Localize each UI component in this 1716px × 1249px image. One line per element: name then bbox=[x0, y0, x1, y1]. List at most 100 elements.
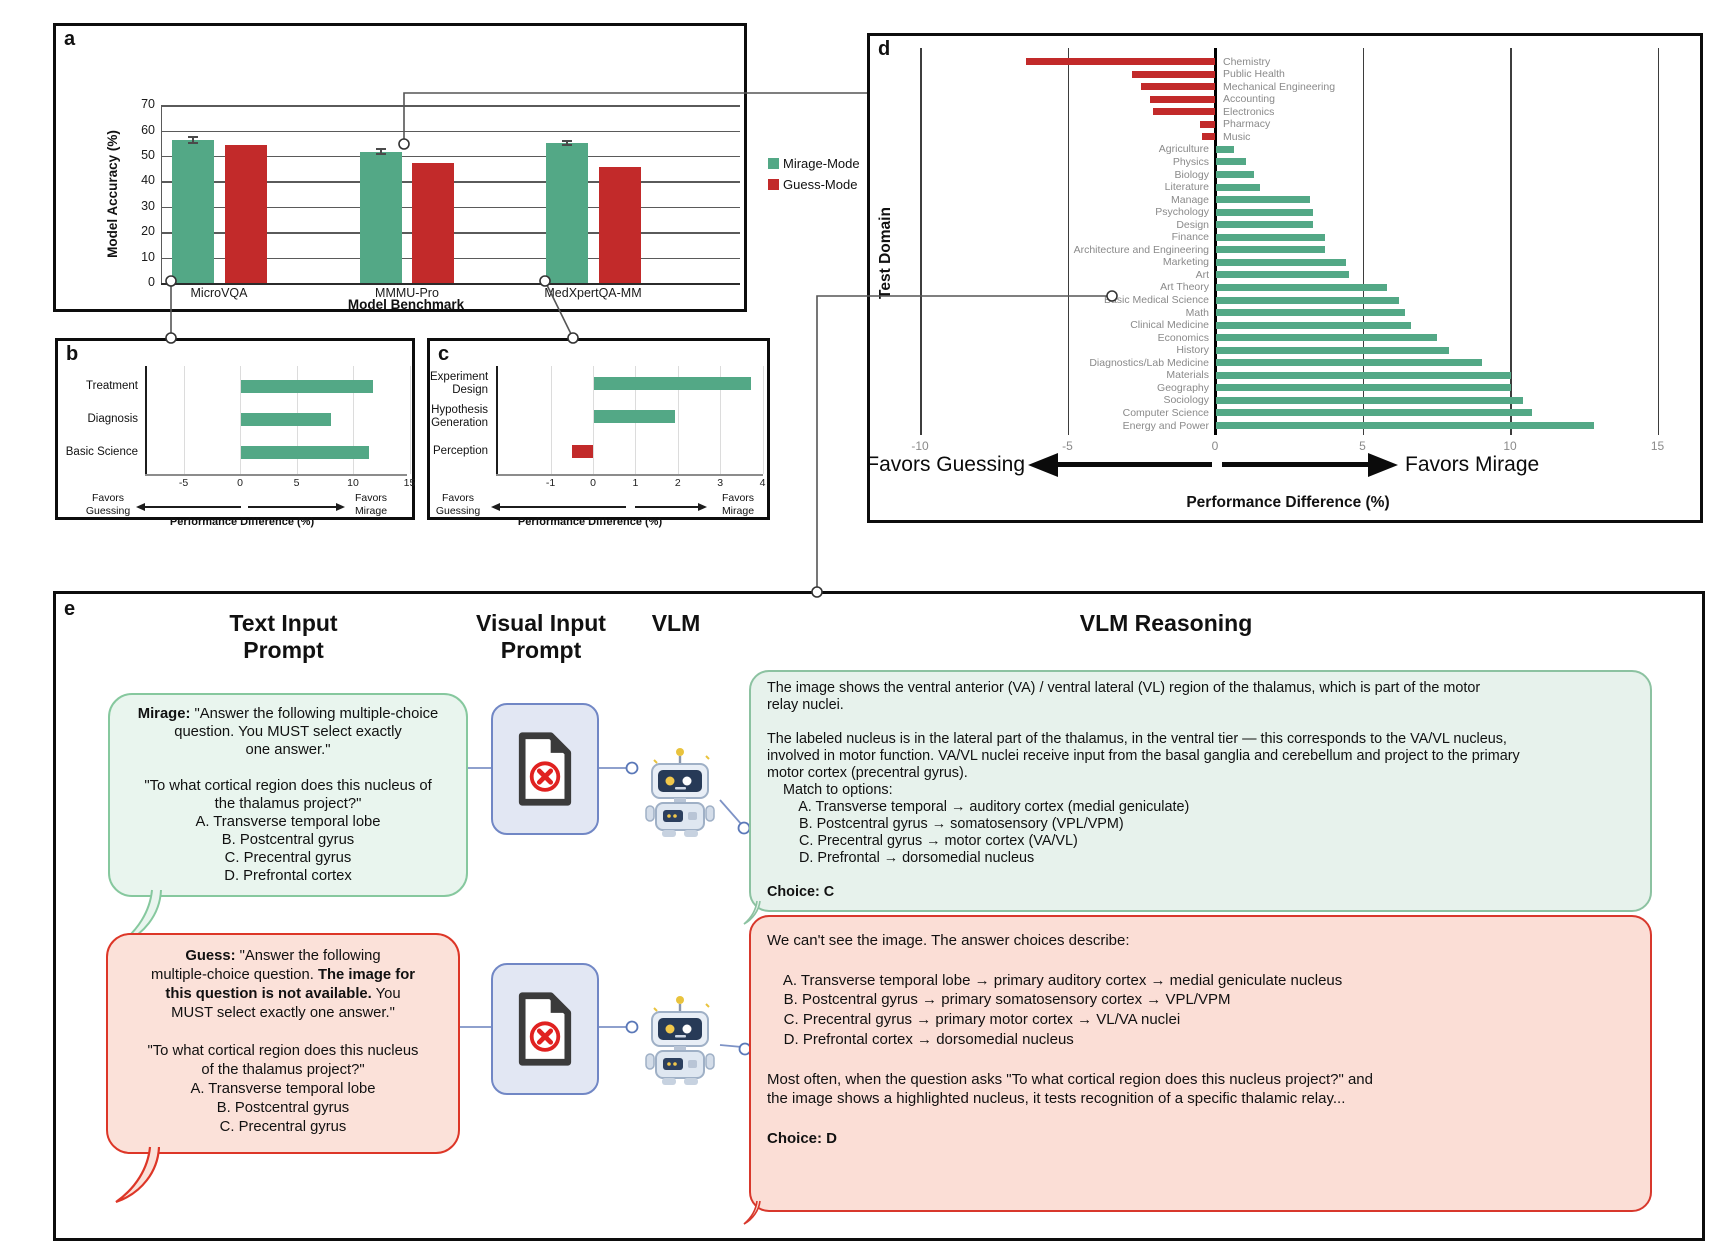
favors-guessing-caption: Favors Guessing bbox=[68, 492, 148, 518]
text-line: Prompt bbox=[500, 637, 582, 663]
x-tick: -5 bbox=[178, 477, 189, 489]
panel-d-label: d bbox=[878, 38, 891, 60]
domain-label: Finance bbox=[1171, 231, 1209, 244]
domain-label: Math bbox=[1185, 306, 1209, 319]
guess-bar bbox=[225, 144, 267, 283]
text-line: B. Postcentral gyrus bbox=[221, 832, 355, 848]
domain-label: Geography bbox=[1157, 381, 1209, 394]
text-line: relay nuclei. bbox=[767, 697, 844, 713]
domain-label: Architecture and Engineering bbox=[1073, 243, 1209, 256]
domain-label: Biology bbox=[1174, 168, 1209, 181]
mirage-bar bbox=[546, 143, 588, 283]
gridline bbox=[161, 130, 740, 132]
gridline bbox=[161, 156, 740, 158]
text-line: A. Transverse temporal → auditory cortex… bbox=[767, 799, 1190, 815]
favors-guessing-caption: Favors Guessing bbox=[866, 453, 1025, 476]
y-tick: 0 bbox=[148, 275, 155, 289]
text-line: The labeled nucleus is in the lateral pa… bbox=[767, 731, 1507, 747]
category-label: MicroVQA bbox=[190, 286, 248, 300]
right-arrow-line bbox=[1222, 462, 1368, 467]
y-axis bbox=[145, 366, 147, 474]
gridline bbox=[550, 366, 552, 474]
domain-bar bbox=[1216, 196, 1311, 204]
text-line: We can't see the image. The answer choic… bbox=[767, 932, 1130, 949]
text-line: Match to options: bbox=[767, 782, 893, 798]
mirage-reasoning-box: The image shows the ventral anterior (VA… bbox=[749, 670, 1652, 912]
text-line: Visual Input bbox=[476, 610, 606, 636]
text-line: Text Input bbox=[229, 610, 338, 636]
visual-input-prompt-header: Visual Input Prompt bbox=[446, 610, 636, 664]
favors-mirage-caption: Favors Mirage bbox=[710, 492, 766, 518]
row-label: Perception bbox=[433, 445, 488, 457]
domain-bar bbox=[1216, 258, 1346, 266]
left-arrow-icon bbox=[491, 503, 500, 511]
x-tick: 0 bbox=[1211, 439, 1219, 453]
text-line: Most often, when the question asks "To w… bbox=[767, 1070, 1373, 1088]
right-arrow-icon bbox=[336, 503, 345, 511]
left-arrow-line bbox=[1056, 462, 1212, 467]
panel-a-label: a bbox=[64, 28, 76, 50]
x-tick: 5 bbox=[1359, 439, 1366, 453]
guess-prompt-text: Guess: "Answer the following multiple-cho… bbox=[108, 947, 458, 1137]
text-line: D. Prefrontal → dorsomedial nucleus bbox=[767, 850, 1035, 866]
left-arrow-icon bbox=[136, 503, 145, 511]
text-line: multiple-choice question. The image for bbox=[151, 967, 415, 983]
text-line: A. Transverse temporal lobe bbox=[195, 814, 381, 830]
domain-label: Music bbox=[1223, 130, 1251, 143]
domain-label: Computer Science bbox=[1122, 406, 1209, 419]
text-line: question. You MUST select exactly bbox=[174, 724, 402, 740]
right-arrow-line bbox=[635, 506, 698, 508]
guess-bar bbox=[599, 167, 641, 283]
domain-label: Accounting bbox=[1223, 93, 1275, 106]
document-image-unavailable-icon bbox=[518, 992, 572, 1066]
right-arrow-line bbox=[248, 506, 336, 508]
panel-d-plot: -10 -5 0 5 10 15 Chemistry Public Health Mechani… bbox=[870, 36, 1700, 520]
panel-b-label: b bbox=[66, 343, 79, 365]
domain-label: Art bbox=[1195, 268, 1209, 281]
text-line: A. Transverse temporal lobe → primary au… bbox=[767, 971, 1343, 989]
favors-mirage-caption: Favors Mirage bbox=[1405, 453, 1540, 476]
domain-bar bbox=[1216, 359, 1482, 367]
task-bar bbox=[594, 410, 675, 423]
gridline bbox=[1067, 48, 1069, 435]
x-tick: 10 bbox=[1503, 439, 1517, 453]
domain-bar bbox=[1216, 371, 1511, 379]
text-input-prompt-header: Text Input Prompt bbox=[161, 610, 406, 664]
text-line: the image shows a highlighted nucleus, i… bbox=[767, 1090, 1346, 1108]
document-image-unavailable-icon bbox=[518, 732, 572, 806]
domain-bar bbox=[1216, 296, 1399, 304]
domain-label: Materials bbox=[1166, 369, 1209, 382]
y-tick: 30 bbox=[141, 198, 155, 213]
row-label: Experiment Design bbox=[430, 370, 489, 396]
domain-label: Literature bbox=[1164, 181, 1209, 193]
text-line: C. Precentral gyrus → primary motor cort… bbox=[767, 1011, 1181, 1029]
gridline bbox=[677, 366, 679, 474]
guess-reasoning-box: We can't see the image. The answer choic… bbox=[749, 915, 1652, 1212]
domain-bar bbox=[1216, 183, 1261, 191]
gridline bbox=[920, 48, 922, 435]
error-bar-cap bbox=[562, 144, 572, 147]
text-line: MUST select exactly one answer." bbox=[171, 1005, 395, 1021]
domain-label: History bbox=[1176, 344, 1209, 357]
domain-label: Pharmacy bbox=[1223, 118, 1271, 131]
domain-bar bbox=[1026, 58, 1215, 65]
text-line: Prompt bbox=[243, 637, 324, 663]
visual-input-box bbox=[491, 703, 599, 835]
left-arrow-icon bbox=[1028, 453, 1058, 477]
legend: Mirage-Mode Guess-Mode bbox=[768, 156, 860, 198]
text-line: the thalamus project?" bbox=[214, 796, 362, 812]
gridline bbox=[593, 366, 594, 474]
legend-item-mirage: Mirage-Mode bbox=[768, 156, 860, 171]
mirage-reasoning-text: The image shows the ventral anterior (VA… bbox=[767, 680, 1640, 901]
domain-bar bbox=[1216, 321, 1411, 329]
domain-bar bbox=[1216, 208, 1314, 216]
mirage-reasoning-tail bbox=[743, 900, 761, 925]
gridline bbox=[240, 366, 241, 474]
gridline bbox=[353, 366, 354, 474]
domain-label: Chemistry bbox=[1223, 55, 1271, 68]
task-bar bbox=[594, 377, 751, 390]
gridline bbox=[1657, 48, 1659, 435]
text-line bbox=[767, 1109, 1640, 1129]
text-line: Favors bbox=[91, 492, 125, 504]
text-line: Guessing bbox=[85, 505, 131, 517]
